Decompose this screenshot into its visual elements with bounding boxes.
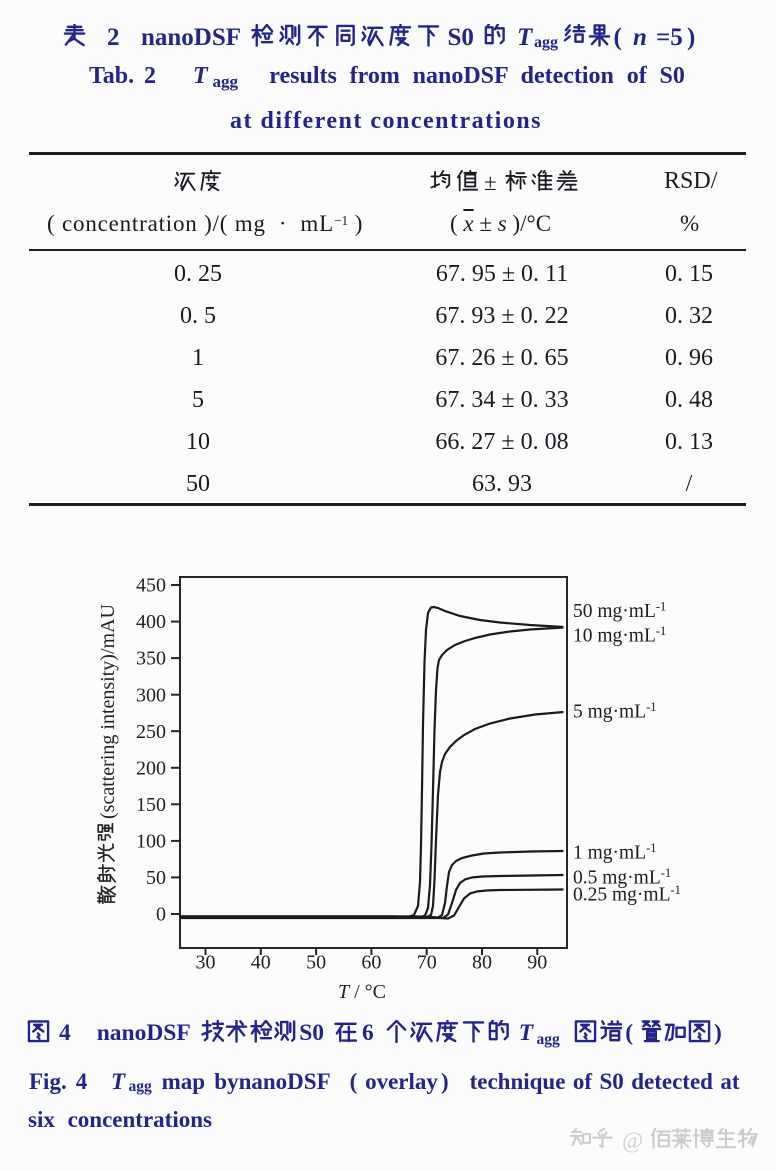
svg-text:100: 100 (136, 831, 166, 853)
svg-text:150: 150 (136, 794, 166, 816)
svg-text:T / °C: T / °C (338, 981, 386, 1003)
svg-text:50: 50 (146, 867, 166, 889)
svg-text:50 mg·mL-1: 50 mg·mL-1 (573, 600, 666, 623)
svg-text:80: 80 (472, 952, 492, 974)
svg-text:90: 90 (527, 952, 547, 974)
svg-text:1 mg·mL-1: 1 mg·mL-1 (573, 841, 657, 864)
svg-text:(scattering intensity)/mAU: (scattering intensity)/mAU (97, 603, 119, 819)
svg-text:30: 30 (196, 952, 216, 974)
svg-text:50: 50 (306, 952, 326, 974)
svg-text:250: 250 (136, 721, 166, 743)
svg-text:40: 40 (251, 952, 271, 974)
svg-text:5 mg·mL-1: 5 mg·mL-1 (573, 700, 657, 723)
svg-text:200: 200 (136, 757, 166, 779)
svg-text:300: 300 (136, 684, 166, 706)
svg-text:70: 70 (417, 952, 437, 974)
svg-text:0.25 mg·mL-1: 0.25 mg·mL-1 (573, 883, 681, 906)
svg-text:450: 450 (136, 575, 166, 597)
svg-text:10 mg·mL-1: 10 mg·mL-1 (573, 624, 666, 647)
svg-text:60: 60 (361, 952, 381, 974)
svg-text:350: 350 (136, 648, 166, 670)
svg-text:400: 400 (136, 611, 166, 633)
svg-text:0.5 mg·mL-1: 0.5 mg·mL-1 (573, 866, 671, 889)
svg-text:0: 0 (156, 904, 166, 926)
